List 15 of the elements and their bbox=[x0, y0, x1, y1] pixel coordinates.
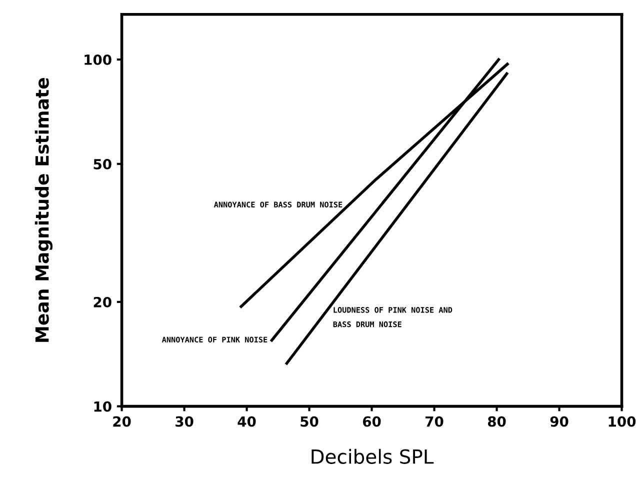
y-tick-label: 10 bbox=[94, 401, 112, 412]
x-tick-label: 20 bbox=[113, 416, 131, 427]
x-tick-label: 40 bbox=[238, 416, 256, 427]
y-tick-label: 20 bbox=[94, 296, 112, 308]
x-tick-label: 60 bbox=[362, 416, 381, 427]
x-tick-label: 50 bbox=[300, 416, 318, 427]
y-tick-label: 100 bbox=[84, 54, 112, 66]
x-tick-label: 80 bbox=[488, 416, 506, 427]
y-tick-label: 50 bbox=[94, 158, 112, 170]
x-axis-title: Decibels SPL bbox=[312, 448, 434, 464]
x-tick-label: 100 bbox=[608, 416, 636, 427]
x-tick-label: 70 bbox=[426, 416, 444, 427]
y-axis-title: Mean Magnitude Estimate bbox=[34, 78, 53, 342]
x-tick-label: 90 bbox=[550, 416, 568, 427]
x-tick-label: 30 bbox=[176, 416, 194, 427]
